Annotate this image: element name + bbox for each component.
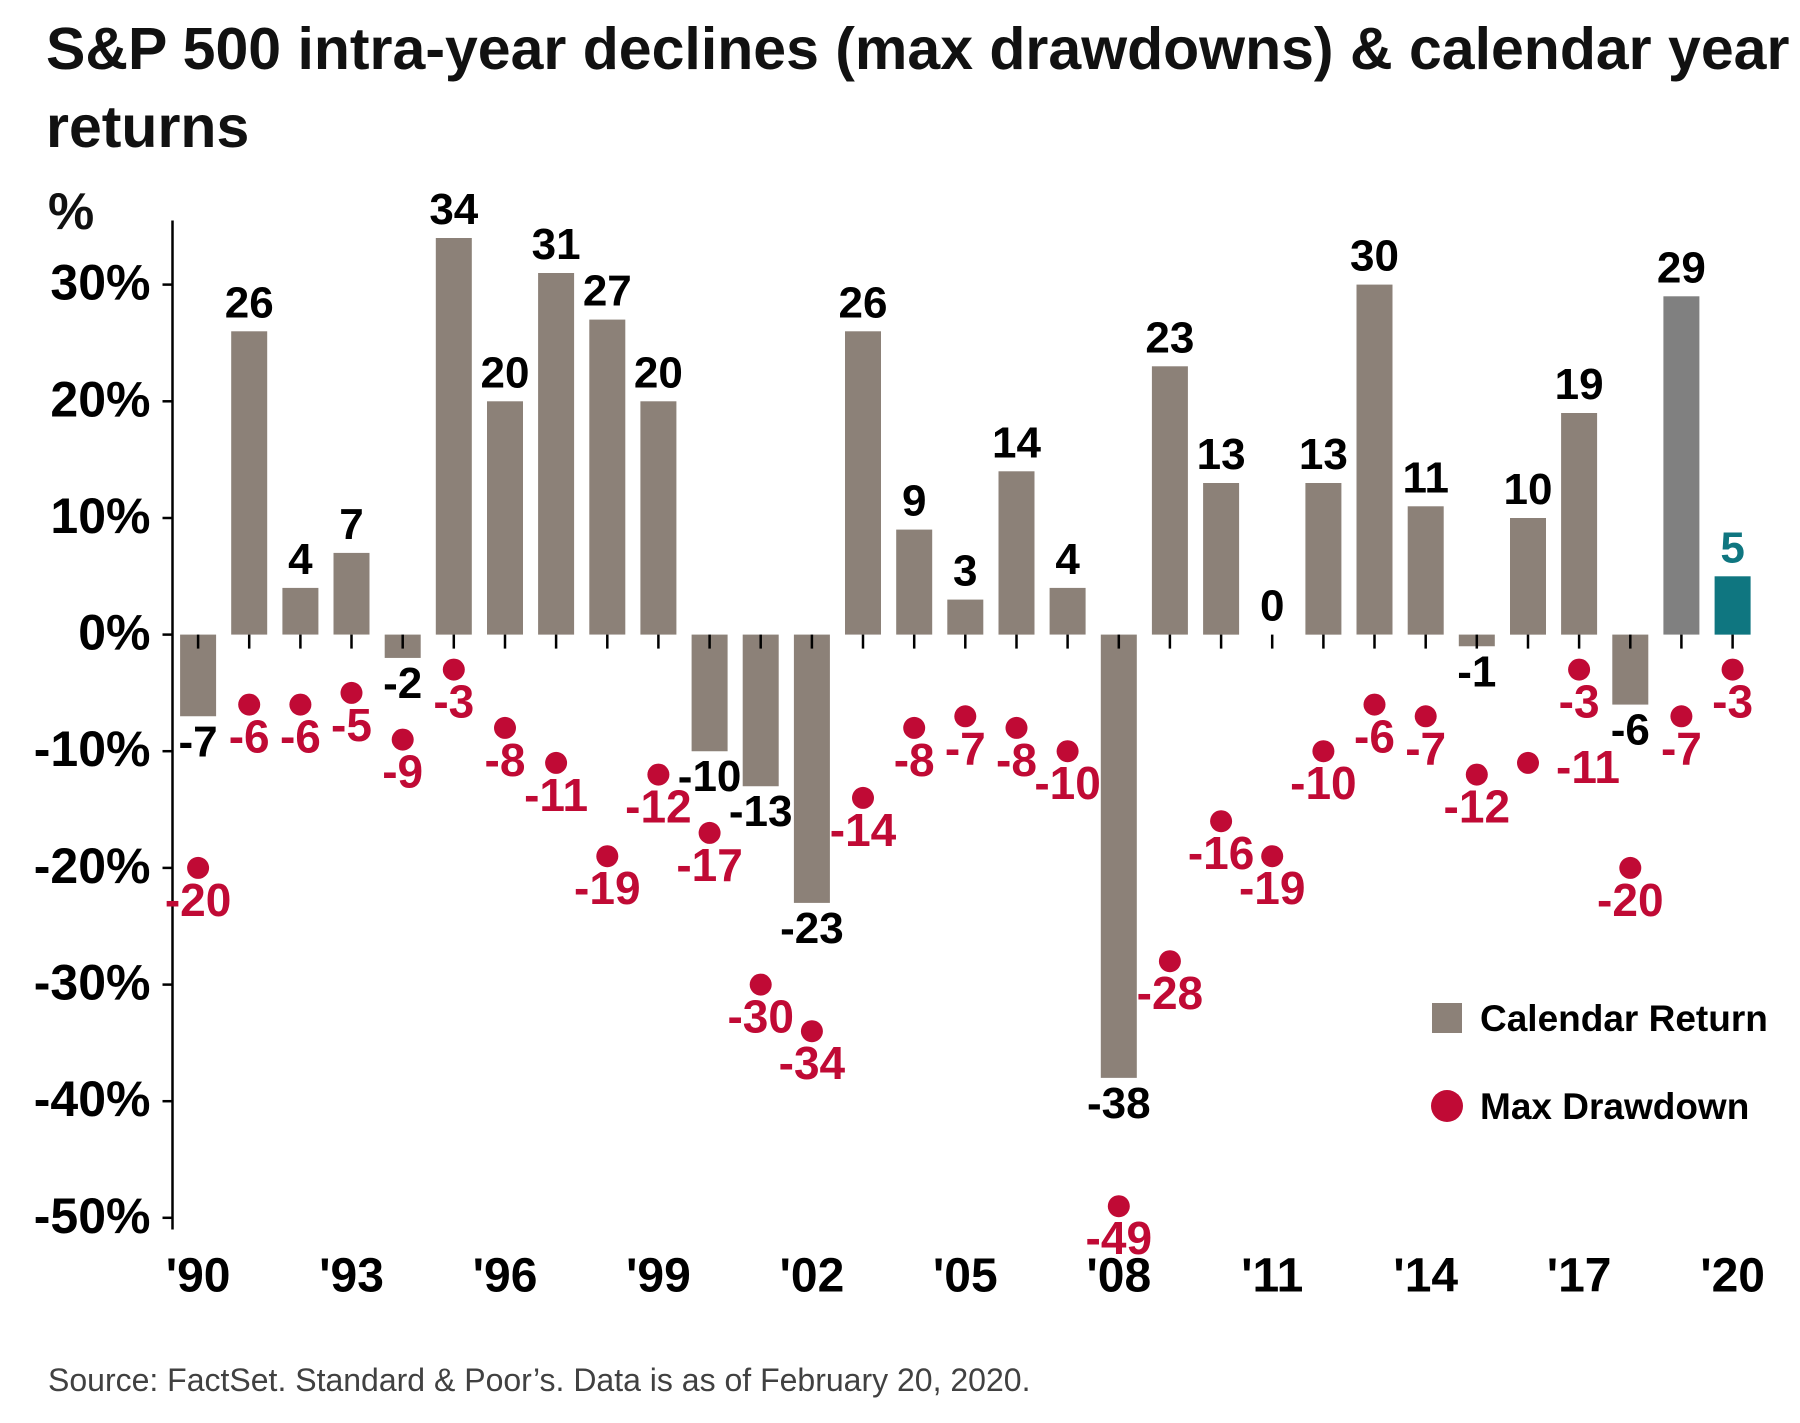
svg-text:-8: -8	[996, 734, 1037, 786]
svg-text:'96: '96	[473, 1250, 538, 1303]
svg-text:-3: -3	[433, 676, 474, 728]
svg-text:27: 27	[583, 267, 632, 316]
svg-text:-30: -30	[727, 991, 793, 1043]
svg-text:20%: 20%	[50, 371, 150, 427]
svg-text:19: 19	[1555, 360, 1604, 409]
svg-text:13: 13	[1299, 430, 1348, 479]
svg-text:-14: -14	[830, 804, 897, 856]
svg-text:30%: 30%	[50, 255, 150, 311]
svg-text:'90: '90	[166, 1250, 231, 1303]
svg-text:-19: -19	[574, 862, 640, 914]
svg-text:26: 26	[839, 278, 888, 327]
svg-text:-20: -20	[1597, 874, 1663, 926]
svg-text:-40%: -40%	[34, 1071, 151, 1127]
svg-text:'05: '05	[933, 1250, 998, 1303]
svg-text:5: 5	[1720, 523, 1744, 572]
svg-text:'11: '11	[1241, 1250, 1303, 1303]
svg-text:4: 4	[288, 535, 313, 584]
svg-text:10: 10	[1504, 465, 1553, 514]
svg-text:-17: -17	[676, 839, 742, 891]
svg-text:30: 30	[1350, 232, 1399, 281]
svg-text:26: 26	[225, 278, 274, 327]
svg-text:3: 3	[953, 547, 977, 596]
svg-text:'20: '20	[1700, 1250, 1765, 1303]
svg-text:0: 0	[1260, 582, 1284, 631]
svg-text:34: 34	[429, 185, 478, 234]
svg-text:20: 20	[634, 348, 683, 397]
svg-text:10%: 10%	[50, 488, 150, 544]
svg-text:-7: -7	[179, 717, 218, 766]
svg-text:-6: -6	[1354, 711, 1395, 763]
svg-text:-20: -20	[165, 874, 231, 926]
svg-text:'08: '08	[1086, 1250, 1151, 1303]
svg-text:-20%: -20%	[34, 838, 151, 894]
svg-text:-11: -11	[524, 769, 588, 821]
svg-text:-7: -7	[1661, 722, 1702, 774]
svg-text:-19: -19	[1239, 862, 1305, 914]
svg-text:-50%: -50%	[34, 1188, 151, 1244]
svg-text:-8: -8	[485, 734, 526, 786]
svg-text:-9: -9	[382, 746, 423, 798]
svg-text:-10%: -10%	[34, 721, 151, 777]
svg-text:-10: -10	[1034, 757, 1100, 809]
svg-text:9: 9	[902, 477, 926, 526]
svg-text:-2: -2	[383, 659, 422, 708]
svg-text:23: 23	[1145, 313, 1194, 362]
svg-text:-7: -7	[945, 722, 986, 774]
svg-text:13: 13	[1197, 430, 1246, 479]
svg-text:'02: '02	[779, 1250, 844, 1303]
svg-text:'99: '99	[626, 1250, 691, 1303]
svg-text:-6: -6	[280, 711, 321, 763]
svg-text:'14: '14	[1393, 1250, 1458, 1303]
svg-text:14: 14	[992, 418, 1041, 467]
svg-text:29: 29	[1657, 243, 1706, 292]
svg-text:11: 11	[1402, 453, 1449, 502]
svg-text:-1: -1	[1457, 647, 1496, 696]
svg-text:31: 31	[532, 220, 581, 269]
svg-text:-7: -7	[1405, 722, 1446, 774]
svg-text:-12: -12	[1444, 781, 1510, 833]
svg-text:'17: '17	[1547, 1250, 1612, 1303]
svg-text:0%: 0%	[78, 605, 150, 661]
svg-text:-8: -8	[894, 734, 935, 786]
svg-text:20: 20	[481, 348, 530, 397]
svg-text:-3: -3	[1712, 676, 1753, 728]
svg-text:7: 7	[339, 500, 363, 549]
svg-text:-10: -10	[1290, 757, 1356, 809]
svg-text:-28: -28	[1137, 967, 1203, 1019]
svg-text:-23: -23	[780, 904, 844, 953]
svg-text:-3: -3	[1559, 676, 1600, 728]
svg-text:-6: -6	[1611, 706, 1650, 755]
svg-text:-13: -13	[729, 787, 793, 836]
svg-text:4: 4	[1055, 535, 1080, 584]
svg-text:Calendar Return: Calendar Return	[1480, 998, 1768, 1039]
svg-text:-38: -38	[1087, 1079, 1151, 1128]
svg-text:-6: -6	[229, 711, 270, 763]
svg-text:Max Drawdown: Max Drawdown	[1480, 1086, 1749, 1127]
svg-text:'93: '93	[319, 1250, 384, 1303]
svg-text:-30%: -30%	[34, 955, 151, 1011]
svg-text:-5: -5	[331, 699, 372, 751]
svg-text:-34: -34	[779, 1037, 846, 1089]
